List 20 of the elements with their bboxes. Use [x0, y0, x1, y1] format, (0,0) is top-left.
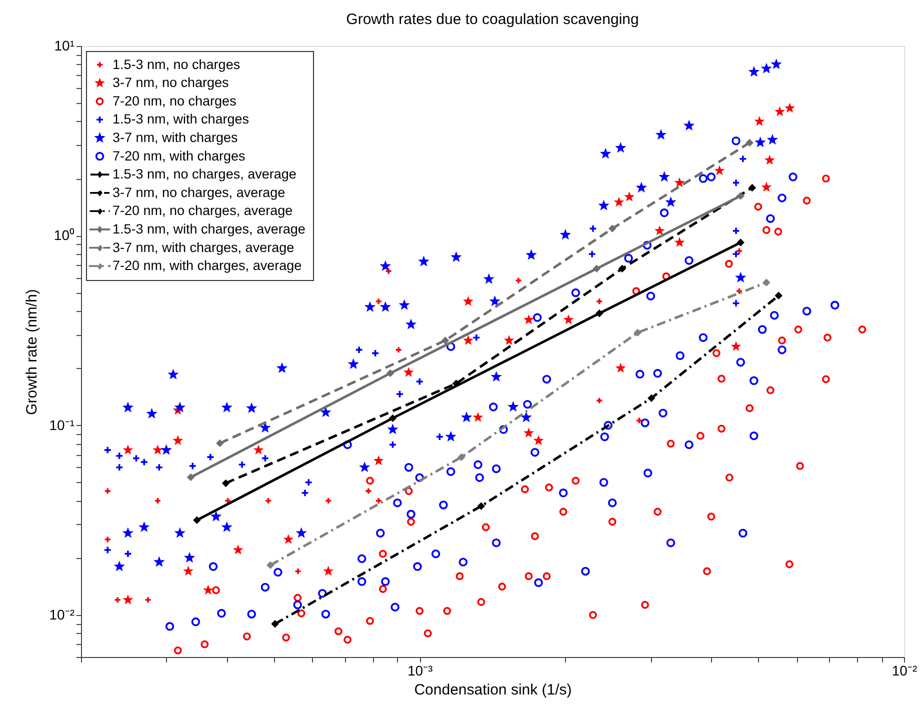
y-axis-title: Growth rate (nm/h) [23, 289, 40, 415]
y-tick-label: 10¹ [54, 38, 75, 54]
chart-title: Growth rates due to coagulation scavenging [346, 11, 639, 28]
legend-label: 7-20 nm, with charges [112, 148, 246, 164]
legend-label: 7-20 nm, no charges, average [112, 203, 293, 218]
legend-label: 3-7 nm, no charges, average [112, 184, 286, 200]
y-tick-label: 10⁰ [54, 227, 74, 244]
y-tick-label: 10⁻¹ [49, 416, 75, 433]
legend-label: 3-7 nm, with charges, average [112, 240, 294, 255]
y-tick-label: 10⁻² [49, 606, 75, 622]
legend-label: 7-20 nm, no charges [112, 93, 237, 108]
legend-label: 7-20 nm, with charges, average [112, 258, 302, 274]
legend-label: 1.5-3 nm, no charges, average [112, 166, 296, 182]
x-axis-title: Condensation sink (1/s) [414, 682, 572, 698]
legend-label: 3-7 nm, with charges [112, 130, 238, 145]
x-tick-label: 10⁻³ [407, 662, 434, 678]
legend-label: 1.5-3 nm, with charges, average [112, 221, 306, 236]
legend-label: 1.5-3 nm, no charges [112, 56, 240, 72]
legend-label: 1.5-3 nm, with charges [112, 112, 250, 127]
legend-label: 3-7 nm, no charges [112, 75, 230, 90]
